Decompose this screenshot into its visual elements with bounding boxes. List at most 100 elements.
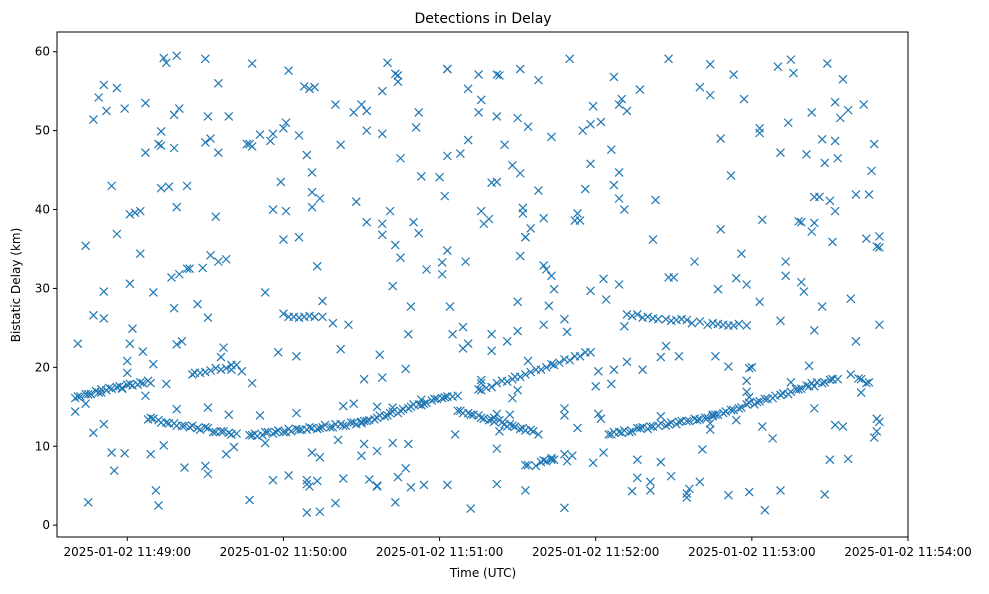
data-point	[588, 458, 598, 468]
data-point	[716, 134, 726, 143]
data-point	[442, 151, 452, 161]
data-point	[396, 153, 405, 163]
data-point	[619, 321, 629, 331]
data-point	[427, 396, 437, 405]
data-point	[364, 474, 374, 484]
data-point	[872, 242, 882, 252]
data-point	[370, 415, 379, 424]
data-point	[825, 455, 835, 465]
y-tick-label: 30	[35, 281, 50, 295]
data-point	[318, 312, 327, 322]
data-point	[547, 359, 556, 369]
data-point	[521, 460, 530, 470]
data-point	[755, 396, 765, 406]
data-point	[609, 72, 619, 82]
data-point	[206, 134, 215, 143]
data-point	[203, 313, 213, 323]
data-point	[112, 229, 122, 239]
data-point	[331, 100, 340, 110]
data-point	[656, 418, 666, 428]
data-point	[541, 265, 551, 274]
data-point	[632, 310, 642, 319]
y-tick-label: 40	[35, 203, 50, 217]
data-point	[586, 159, 595, 169]
data-point	[219, 426, 228, 436]
data-point	[703, 413, 713, 423]
data-point	[625, 427, 634, 437]
data-point	[682, 416, 692, 426]
data-point	[89, 115, 98, 125]
data-point	[851, 336, 861, 346]
data-point	[268, 129, 278, 139]
data-point	[396, 253, 405, 263]
data-point	[302, 475, 312, 485]
data-point	[466, 410, 476, 420]
data-point	[278, 309, 288, 319]
data-point	[734, 403, 744, 413]
data-point	[180, 421, 189, 431]
data-point	[442, 64, 452, 74]
data-point	[130, 208, 140, 218]
data-point	[81, 241, 91, 251]
data-point	[245, 139, 255, 149]
data-point	[255, 411, 265, 420]
data-point	[744, 363, 754, 373]
data-point	[690, 257, 700, 267]
data-point	[442, 480, 452, 490]
data-point	[416, 171, 426, 181]
data-point	[807, 108, 817, 117]
data-point	[729, 321, 739, 330]
data-point	[586, 286, 595, 296]
data-point	[859, 100, 869, 110]
data-point	[380, 411, 390, 421]
data-point	[375, 350, 385, 360]
data-point	[476, 413, 486, 423]
data-point	[349, 108, 359, 117]
data-point	[687, 318, 697, 328]
data-point	[682, 489, 692, 499]
data-point	[580, 184, 590, 194]
data-point	[341, 421, 351, 431]
data-point	[489, 417, 499, 427]
data-point	[817, 302, 827, 312]
data-point	[362, 106, 372, 116]
data-point	[502, 377, 512, 386]
data-point	[817, 134, 827, 144]
data-point	[523, 122, 533, 132]
data-point	[167, 272, 176, 282]
data-point	[643, 312, 653, 322]
data-point	[336, 344, 346, 354]
data-point	[221, 254, 231, 264]
data-point	[606, 145, 616, 154]
data-point	[638, 365, 647, 375]
data-point	[799, 287, 809, 297]
data-point	[802, 149, 811, 159]
data-point	[830, 420, 840, 430]
data-point	[73, 339, 83, 349]
data-point	[692, 415, 702, 425]
data-point	[453, 406, 463, 416]
data-point	[474, 385, 484, 394]
data-point	[796, 217, 806, 227]
data-point	[299, 82, 309, 91]
data-point	[403, 329, 413, 339]
data-point	[377, 219, 387, 229]
data-point	[372, 482, 382, 491]
data-point	[476, 385, 486, 395]
data-point	[828, 237, 837, 247]
data-point	[125, 209, 135, 219]
data-point	[695, 317, 705, 327]
data-point	[591, 381, 601, 391]
data-point	[169, 303, 179, 313]
data-point	[81, 399, 91, 409]
data-point	[403, 439, 413, 449]
data-point	[99, 314, 109, 323]
data-point	[385, 206, 395, 216]
data-point	[94, 93, 104, 102]
data-point	[705, 425, 715, 435]
data-point	[547, 455, 556, 465]
data-point	[185, 264, 195, 274]
data-point	[539, 261, 549, 270]
data-point	[141, 391, 150, 401]
